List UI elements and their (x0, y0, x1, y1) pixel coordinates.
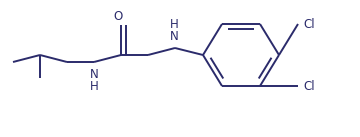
Text: O: O (113, 10, 123, 23)
Text: N
H: N H (90, 68, 98, 93)
Text: Cl: Cl (303, 79, 315, 92)
Text: Cl: Cl (303, 18, 315, 31)
Text: H
N: H N (170, 18, 178, 43)
